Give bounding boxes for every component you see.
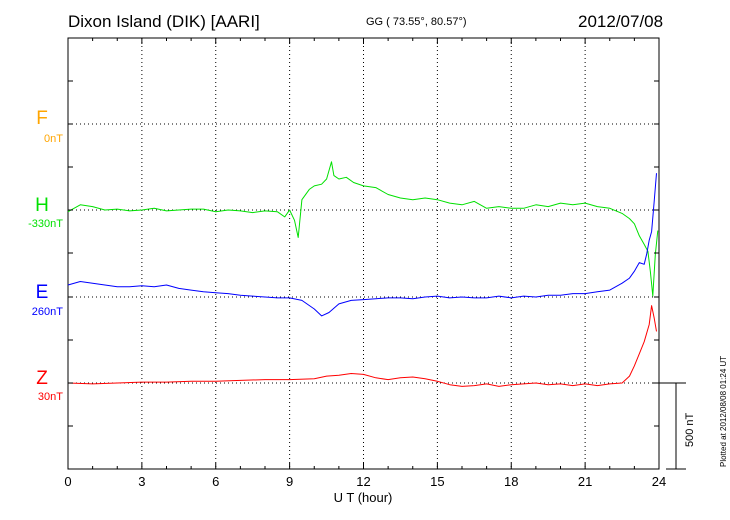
x-tick-label: 21 bbox=[578, 474, 592, 489]
channel-f-baseline: 0nT bbox=[44, 133, 63, 145]
scale-bar-label: 500 nT bbox=[684, 412, 696, 447]
x-tick-label: 18 bbox=[504, 474, 518, 489]
x-tick-label: 0 bbox=[64, 474, 71, 489]
series-line-h bbox=[67, 161, 659, 297]
x-axis-label: U T (hour) bbox=[334, 490, 393, 505]
series-line-z bbox=[67, 305, 657, 387]
plotted-timestamp: Plotted at 2012/08/08 01:24 UT bbox=[719, 356, 728, 467]
series-layer bbox=[67, 161, 659, 387]
plot-date: 2012/07/08 bbox=[578, 12, 664, 31]
x-tick-label: 24 bbox=[652, 474, 666, 489]
channel-f-name: F bbox=[36, 108, 48, 129]
channel-z-baseline: 30nT bbox=[37, 391, 63, 403]
x-axis: 0 3 6 9 12 15 18 21 24 bbox=[64, 38, 666, 489]
x-tick-label: 3 bbox=[138, 474, 145, 489]
grid-lines bbox=[68, 38, 659, 469]
channel-z-name: Z bbox=[36, 368, 48, 389]
x-tick-label: 6 bbox=[212, 474, 219, 489]
channel-e-name: E bbox=[35, 282, 49, 303]
series-line-e bbox=[67, 173, 657, 317]
x-tick-label: 9 bbox=[286, 474, 293, 489]
channel-h-baseline: -330nT bbox=[28, 218, 63, 230]
channel-e-baseline: 260nT bbox=[31, 306, 63, 318]
station-coordinates: GG ( 73.55°, 80.57°) bbox=[366, 16, 467, 28]
channel-h-name: H bbox=[35, 195, 49, 216]
x-tick-label: 15 bbox=[430, 474, 444, 489]
station-title: Dixon Island (DIK) [AARI] bbox=[68, 12, 260, 31]
x-tick-label: 12 bbox=[356, 474, 370, 489]
